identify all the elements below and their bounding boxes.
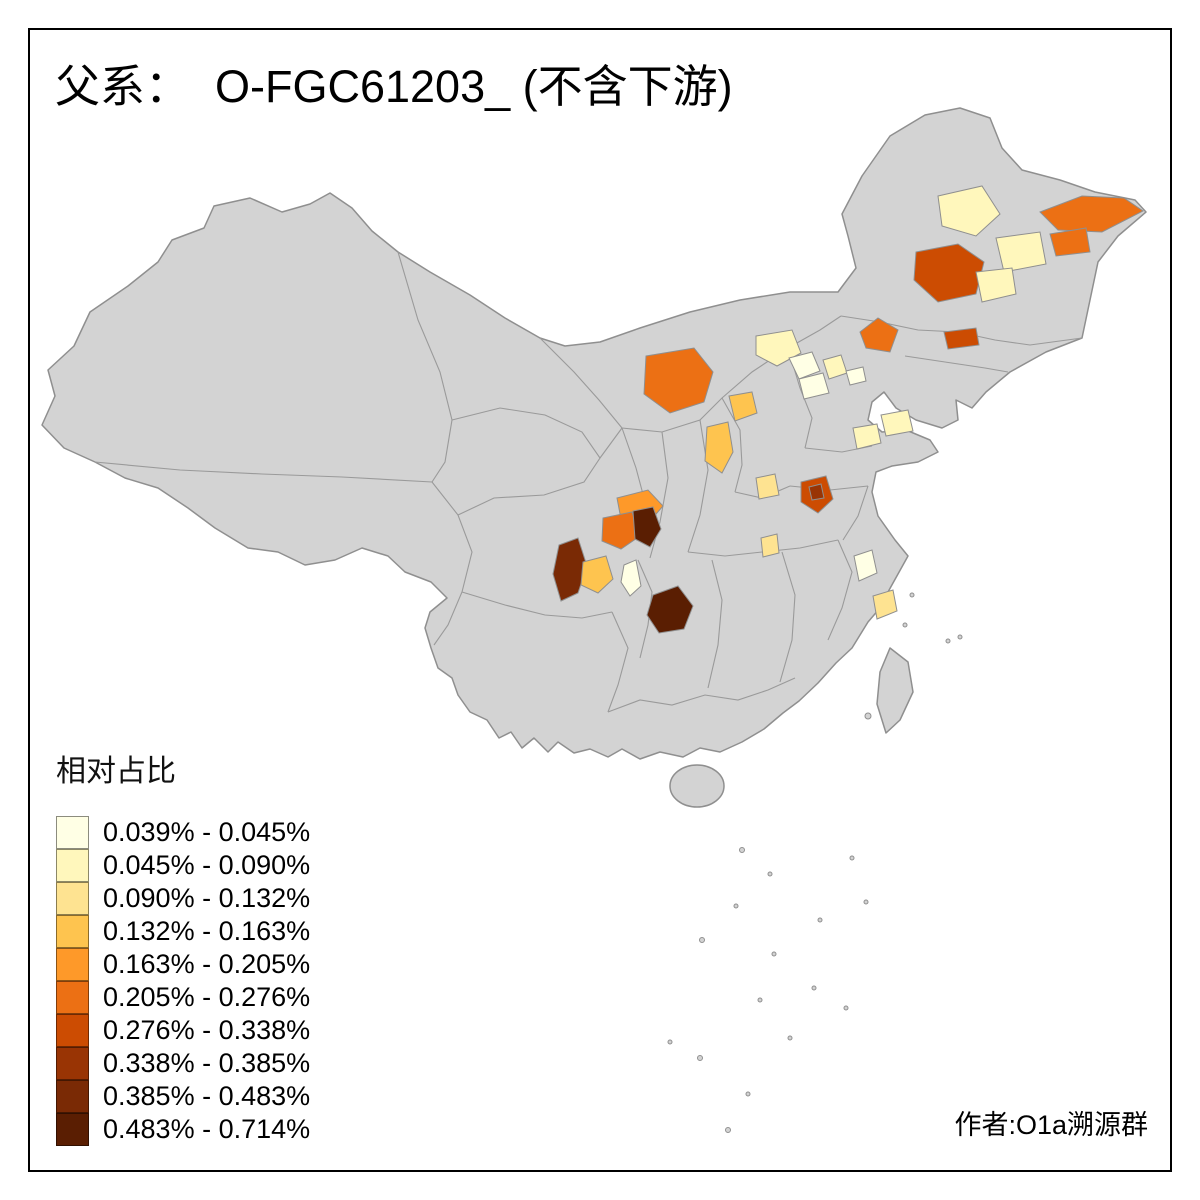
map-region xyxy=(552,537,588,602)
legend-swatch xyxy=(56,1080,89,1113)
legend-item: 0.276% - 0.338% xyxy=(56,1014,310,1047)
map-region xyxy=(1049,227,1091,257)
legend-swatch xyxy=(56,882,89,915)
map-region xyxy=(852,423,882,450)
legend-swatch xyxy=(56,948,89,981)
map-region xyxy=(755,473,780,500)
map-region xyxy=(798,372,830,400)
legend-items: 0.039% - 0.045% 0.045% - 0.090% 0.090% - 0… xyxy=(56,816,310,1146)
map-region xyxy=(845,366,867,386)
hainan-island xyxy=(669,764,725,808)
map-region xyxy=(872,589,898,620)
province-borders xyxy=(94,251,1083,713)
map-region xyxy=(580,555,614,594)
legend-label: 0.385% - 0.483% xyxy=(103,1081,311,1111)
map-region xyxy=(601,511,641,550)
author-credit: 作者:O1a溯源群 xyxy=(954,1110,1148,1140)
legend-item: 0.163% - 0.205% xyxy=(56,948,310,981)
map-region xyxy=(943,327,980,350)
map-region xyxy=(859,317,899,353)
legend-swatch xyxy=(56,1113,89,1146)
map-region xyxy=(755,329,802,367)
legend-label: 0.132% - 0.163% xyxy=(103,916,311,946)
landmass-layer xyxy=(41,107,1147,808)
legend-swatch xyxy=(56,1047,89,1080)
legend-label: 0.483% - 0.714% xyxy=(103,1114,311,1144)
region-layer xyxy=(552,185,1144,634)
map-region xyxy=(728,391,758,422)
map-region xyxy=(704,421,734,474)
legend-label: 0.276% - 0.338% xyxy=(103,1015,311,1045)
sea-islands xyxy=(667,592,963,1133)
map-region xyxy=(995,231,1047,273)
legend-item: 0.483% - 0.714% xyxy=(56,1113,310,1146)
legend-item: 0.132% - 0.163% xyxy=(56,915,310,948)
legend-swatch xyxy=(56,915,89,948)
legend-item: 0.045% - 0.090% xyxy=(56,849,310,882)
map-region xyxy=(643,347,714,414)
legend-label: 0.045% - 0.090% xyxy=(103,850,311,880)
map-region xyxy=(913,243,985,303)
map-region xyxy=(853,549,878,582)
legend-swatch xyxy=(56,981,89,1014)
legend-label: 0.163% - 0.205% xyxy=(103,949,311,979)
legend-item: 0.039% - 0.045% xyxy=(56,816,310,849)
legend-swatch xyxy=(56,849,89,882)
map-region xyxy=(632,506,662,548)
taiwan-island xyxy=(876,647,914,734)
figure-title: 父系： O-FGC61203_ (不含下游) xyxy=(55,61,733,112)
map-region xyxy=(880,409,914,437)
map-region xyxy=(1039,195,1144,233)
map-region xyxy=(808,483,825,501)
legend-swatch xyxy=(56,1014,89,1047)
legend: 相对占比 0.039% - 0.045% 0.045% - 0.090% 0.090… xyxy=(56,746,310,1146)
legend-label: 0.205% - 0.276% xyxy=(103,982,311,1012)
legend-item: 0.385% - 0.483% xyxy=(56,1080,310,1113)
legend-title: 相对占比 xyxy=(56,755,176,788)
map-region xyxy=(788,351,821,380)
map-region xyxy=(646,585,694,634)
legend-swatch xyxy=(56,816,89,849)
legend-label: 0.039% - 0.045% xyxy=(103,817,311,847)
map-region xyxy=(620,559,642,597)
legend-item: 0.090% - 0.132% xyxy=(56,882,310,915)
legend-item: 0.205% - 0.276% xyxy=(56,981,310,1014)
map-region xyxy=(937,185,1001,237)
legend-label: 0.090% - 0.132% xyxy=(103,883,311,913)
legend-label: 0.338% - 0.385% xyxy=(103,1048,311,1078)
map-region xyxy=(975,267,1017,303)
legend-item: 0.338% - 0.385% xyxy=(56,1047,310,1080)
map-region xyxy=(760,533,780,558)
